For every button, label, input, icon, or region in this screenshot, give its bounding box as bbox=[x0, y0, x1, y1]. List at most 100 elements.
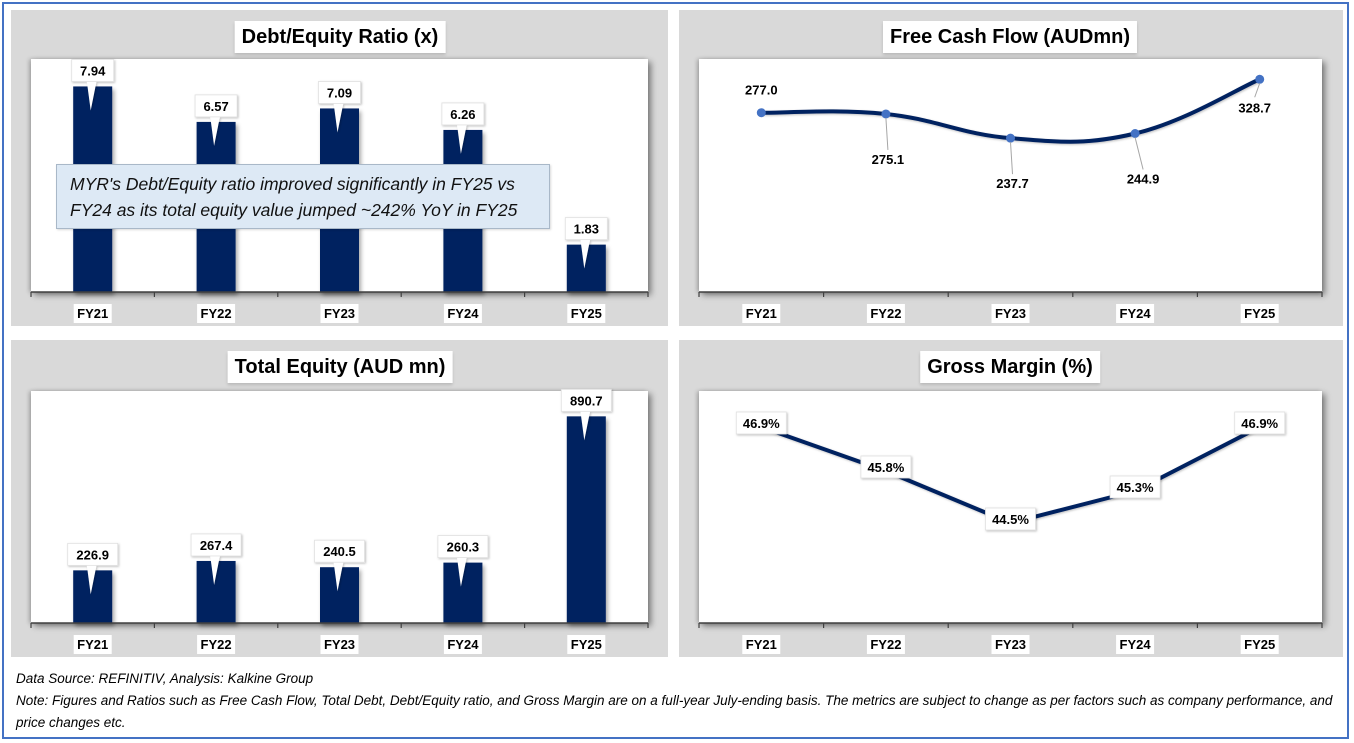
gross-margin-data-label-FY21: 46.9% bbox=[735, 411, 787, 435]
debt-equity-tick-label: FY24 bbox=[447, 306, 479, 321]
free-cash-flow-tick-label-bg bbox=[1240, 304, 1279, 323]
debt-equity-tick-label-bg bbox=[73, 304, 112, 323]
debt-equity-data-label-FY22-pointer bbox=[210, 115, 221, 146]
gross-margin-data-label-FY22-text: 45.8% bbox=[867, 460, 904, 475]
debt-equity-title: Debt/Equity Ratio (x) bbox=[234, 21, 446, 53]
free-cash-flow-data-label-FY24: 244.9 bbox=[1127, 171, 1160, 186]
debt-equity-tick-label: FY23 bbox=[324, 306, 355, 321]
gross-margin-tick-label-bg bbox=[991, 635, 1030, 654]
gross-margin-x-axis: FY21 FY22 FY23 FY24 FY25 bbox=[698, 622, 1323, 654]
free-cash-flow-series bbox=[756, 74, 1265, 144]
debt-equity-data-label-FY22-box bbox=[194, 94, 238, 118]
debt-equity-tick-label-bg bbox=[197, 304, 236, 323]
gross-margin-tick-label: FY24 bbox=[1120, 637, 1152, 652]
gross-margin-data-labels: 46.9% 45.8% 44.5% 45.3% 46.9% bbox=[735, 411, 1286, 531]
total-equity-data-labels: 226.9 267.4 240.5 260.3 890.7 bbox=[67, 388, 612, 595]
footer: Data Source: REFINITIV, Analysis: Kalkin… bbox=[16, 668, 1336, 734]
gross-margin-tick-label: FY22 bbox=[870, 637, 901, 652]
free-cash-flow-tick-label: FY23 bbox=[995, 306, 1026, 321]
total-equity-data-label-FY24-text: 260.3 bbox=[447, 540, 480, 555]
total-equity-data-label-FY22-text: 267.4 bbox=[200, 538, 233, 553]
free-cash-flow-tick-label-bg bbox=[1116, 304, 1155, 323]
gross-margin-data-label-FY25-box bbox=[1234, 411, 1286, 435]
total-equity-data-label-FY23-pointer bbox=[333, 561, 344, 592]
total-equity-data-label-FY21-box bbox=[67, 542, 119, 566]
gross-margin-tick-label-bg bbox=[1240, 635, 1279, 654]
gross-margin-data-label-FY21-box bbox=[735, 411, 787, 435]
debt-equity-data-label-FY22: 6.57 bbox=[194, 94, 238, 146]
free-cash-flow-plot-area bbox=[699, 59, 1322, 292]
debt-equity-data-label-FY24-box bbox=[441, 102, 485, 126]
total-equity-tick-label: FY22 bbox=[201, 637, 232, 652]
total-equity-data-label-FY21: 226.9 bbox=[67, 542, 119, 595]
total-equity-data-label-FY25: 890.7 bbox=[560, 388, 612, 441]
total-equity-data-label-FY25-box bbox=[560, 388, 612, 412]
free-cash-flow-tick-label: FY25 bbox=[1244, 306, 1275, 321]
gross-margin-data-label-FY23-text: 44.5% bbox=[992, 512, 1029, 527]
free-cash-flow-marker-FY23 bbox=[1006, 133, 1015, 143]
total-equity-data-label-FY23: 240.5 bbox=[314, 539, 365, 592]
free-cash-flow-tick-label: FY22 bbox=[870, 306, 901, 321]
total-equity-tick-label-bg bbox=[320, 635, 359, 654]
data-source-text: Data Source: REFINITIV, Analysis: Kalkin… bbox=[16, 671, 314, 686]
total-equity-data-label-FY22-box bbox=[190, 533, 242, 557]
total-equity-data-label-FY24-pointer bbox=[456, 556, 467, 587]
free-cash-flow-leader-line bbox=[885, 117, 889, 150]
debt-equity-data-label-FY25-box bbox=[564, 217, 608, 241]
free-cash-flow-data-label-FY25: 328.7 bbox=[1238, 100, 1271, 115]
total-equity-tick-label-bg bbox=[443, 635, 482, 654]
debt-equity-tick-label-bg bbox=[443, 304, 482, 323]
free-cash-flow-marker-FY21 bbox=[756, 108, 766, 118]
gross-margin-tick-label: FY25 bbox=[1244, 637, 1275, 652]
free-cash-flow-tick-label-bg bbox=[991, 304, 1030, 323]
total-equity-data-label-FY22: 267.4 bbox=[190, 533, 242, 585]
free-cash-flow-leader-line bbox=[1010, 142, 1013, 175]
free-cash-flow-leader-line bbox=[1254, 83, 1261, 98]
free-cash-flow-leader-line bbox=[1134, 137, 1144, 170]
total-equity-tick-label: FY21 bbox=[77, 637, 108, 652]
gross-margin-tick-label-bg bbox=[742, 635, 781, 654]
debt-equity-data-label-FY24-text: 6.26 bbox=[450, 107, 475, 122]
total-equity-tick-label: FY24 bbox=[447, 637, 479, 652]
free-cash-flow-tick-label: FY21 bbox=[746, 306, 777, 321]
total-equity-bar-FY25 bbox=[566, 416, 606, 623]
gross-margin-tick-label: FY23 bbox=[995, 637, 1026, 652]
gross-margin-data-label-FY25: 46.9% bbox=[1234, 411, 1286, 435]
total-equity-data-label-FY24: 260.3 bbox=[437, 535, 489, 587]
total-equity-data-label-FY21-text: 226.9 bbox=[76, 547, 109, 562]
debt-equity-tick-label-bg bbox=[320, 304, 359, 323]
free-cash-flow-tick-label-bg bbox=[742, 304, 781, 323]
gross-margin-data-label-FY22: 45.8% bbox=[860, 455, 912, 479]
gross-margin-data-label-FY23-box bbox=[985, 507, 1036, 531]
total-equity-tick-label: FY23 bbox=[324, 637, 355, 652]
debt-equity-data-label-FY21: 7.94 bbox=[71, 59, 115, 111]
free-cash-flow-data-label-FY21: 277.0 bbox=[745, 83, 778, 98]
total-equity-data-label-FY25-pointer bbox=[580, 410, 591, 441]
debt-equity-data-label-FY22-text: 6.57 bbox=[203, 99, 228, 114]
free-cash-flow-data-labels: 277.0 275.1 237.7 244.9 328.7 bbox=[745, 83, 1271, 191]
free-cash-flow-marker-FY25 bbox=[1255, 74, 1265, 84]
free-cash-flow-tick-label: FY24 bbox=[1120, 306, 1152, 321]
debt-equity-tick-label-bg bbox=[567, 304, 606, 323]
debt-equity-data-label-FY25: 1.83 bbox=[564, 217, 608, 269]
debt-equity-data-label-FY21-box bbox=[71, 59, 115, 82]
free-cash-flow-data-label-FY23: 237.7 bbox=[996, 176, 1029, 191]
debt-equity-data-label-FY24: 6.26 bbox=[441, 102, 485, 154]
total-equity-data-label-FY24-box bbox=[437, 535, 489, 559]
total-equity-data-label-FY21-pointer bbox=[86, 564, 97, 595]
gross-margin-data-label-FY25-text: 46.9% bbox=[1241, 416, 1278, 431]
debt-equity-x-axis: FY21 FY22 FY23 FY24 FY25 bbox=[30, 291, 649, 323]
total-equity-tick-label: FY25 bbox=[571, 637, 602, 652]
gross-margin-tick-label-bg bbox=[866, 635, 905, 654]
gross-margin-plot-area bbox=[699, 391, 1322, 623]
free-cash-flow-tick-label-bg bbox=[866, 304, 905, 323]
total-equity-bars bbox=[73, 416, 606, 623]
gross-margin-data-label-FY22-box bbox=[860, 455, 912, 479]
debt-equity-data-label-FY23-box bbox=[318, 81, 361, 104]
gross-margin-title: Gross Margin (%) bbox=[920, 351, 1100, 383]
total-equity-tick-label-bg bbox=[197, 635, 236, 654]
total-equity-tick-label-bg bbox=[567, 635, 606, 654]
gross-margin-data-label-FY21-text: 46.9% bbox=[743, 416, 780, 431]
gross-margin-data-label-FY24-box bbox=[1109, 475, 1161, 499]
